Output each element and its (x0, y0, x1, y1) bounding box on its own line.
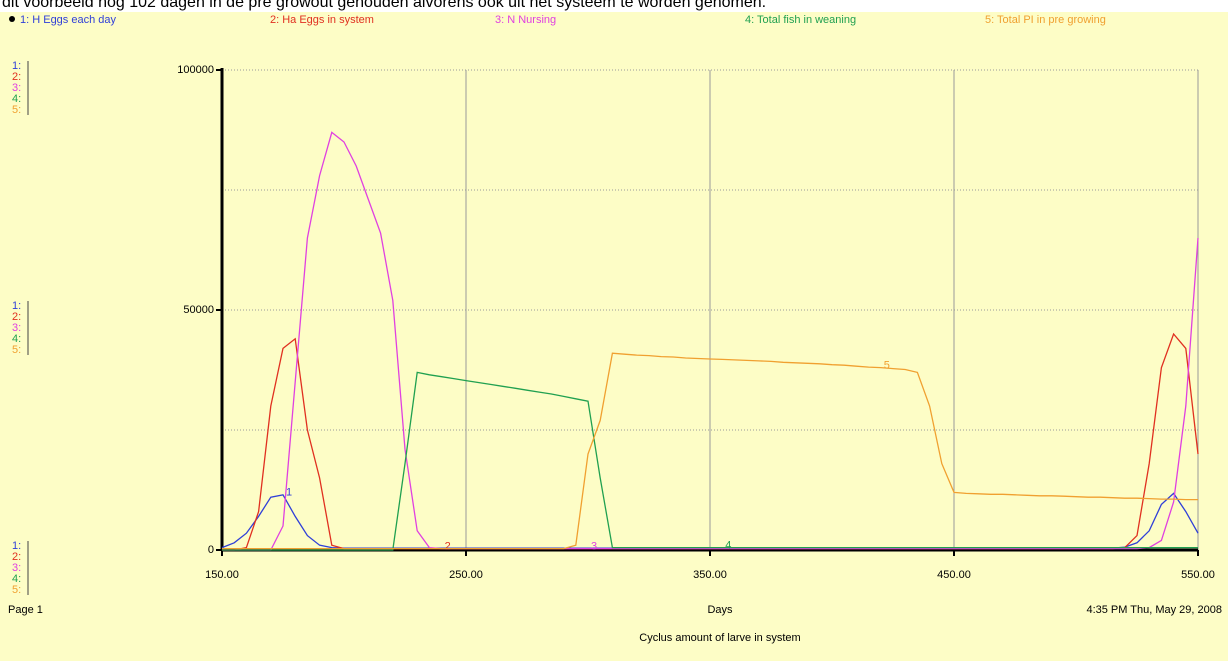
scale-key: 2: (12, 311, 21, 323)
legend-entry: 1: H Eggs each day (20, 14, 117, 26)
x-tick-label: 450.00 (937, 569, 971, 581)
page-label: Page 1 (8, 604, 43, 616)
series-line (222, 131, 1199, 551)
legend-entry: 2: Ha Eggs in system (270, 14, 374, 26)
legend-dot (9, 16, 15, 22)
scale-key: 2: (12, 551, 21, 563)
scale-key: 4: (12, 573, 21, 585)
scale-key: 1: (12, 300, 21, 312)
series-line (222, 352, 1198, 550)
y-tick-label: 100000 (177, 64, 214, 76)
series-tag: 1 (286, 487, 292, 499)
series-line (222, 371, 1198, 551)
scale-key: 3: (12, 82, 21, 94)
y-tick-label: 50000 (183, 304, 214, 316)
scale-key: 3: (12, 322, 21, 334)
series-tag: 3 (591, 540, 597, 552)
timestamp: 4:35 PM Thu, May 29, 2008 (1086, 604, 1222, 616)
series-tag: 2 (445, 540, 451, 552)
document-strip (0, 0, 1228, 12)
scale-key: 5: (12, 104, 21, 116)
scale-key: 4: (12, 333, 21, 345)
subtitle: Cyclus amount of larve in system (639, 632, 800, 644)
scale-key: 4: (12, 93, 21, 105)
scale-key: 5: (12, 344, 21, 356)
caption-above: dit voorbeeld nog 102 dagen in de pre gr… (2, 0, 766, 11)
x-tick-label: 550.00 (1181, 569, 1215, 581)
x-tick-label: 150.00 (205, 569, 239, 581)
series-tag: 4 (725, 540, 731, 552)
x-axis-label: Days (707, 604, 733, 616)
legend-entry: 3: N Nursing (495, 14, 556, 26)
scale-key: 1: (12, 540, 21, 552)
scale-key: 3: (12, 562, 21, 574)
legend-entry: 4: Total fish in weaning (745, 14, 856, 26)
legend-entry: 5: Total PI in pre growing (985, 14, 1106, 26)
scale-key: 1: (12, 60, 21, 72)
x-tick-label: 250.00 (449, 569, 483, 581)
scale-key: 2: (12, 71, 21, 83)
x-tick-label: 350.00 (693, 569, 727, 581)
scale-key: 5: (12, 584, 21, 596)
y-tick-label: 0 (208, 544, 214, 556)
series-tag: 5 (884, 360, 890, 372)
